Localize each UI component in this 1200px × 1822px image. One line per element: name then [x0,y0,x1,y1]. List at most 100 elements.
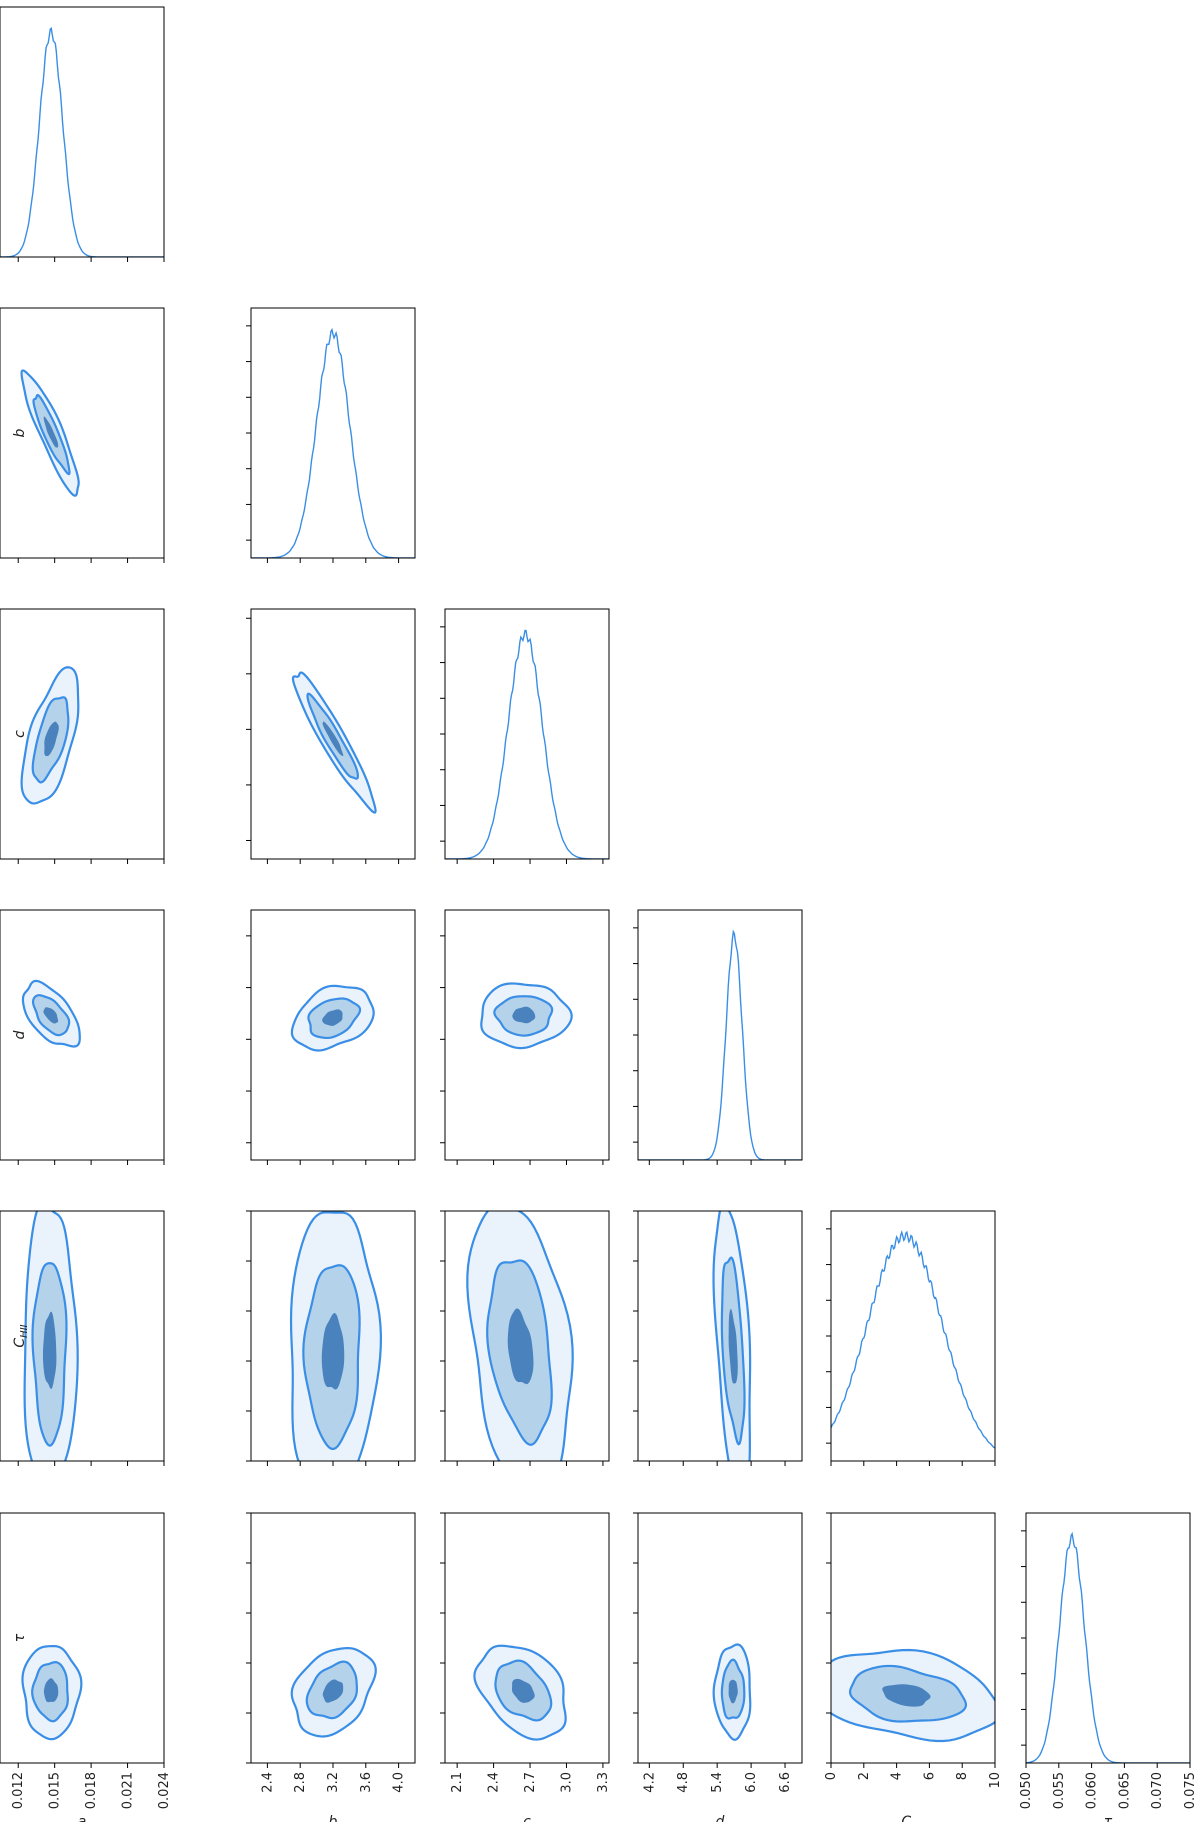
panel-content [251,327,415,558]
marginal-line-d [638,929,802,1160]
contour-core [43,1007,59,1024]
x-tick-label-c: 2.1 [450,1772,465,1793]
x-tick-label-d: 6.6 [778,1772,793,1793]
contour-panel-a-CHII [0,1210,165,1466]
x-axis-label-d: d [716,1814,725,1822]
x-tick-label-tau: 0.060 [1085,1772,1100,1809]
x-tick-label-b: 4.0 [392,1772,407,1793]
contour-core [728,1679,738,1704]
panel-content [20,369,80,497]
x-tick-label-tau: 0.065 [1117,1772,1132,1809]
contour-core [322,1009,343,1026]
contour-panel-c-CHII [440,1210,610,1466]
panel-frame [444,608,610,860]
contour-core [511,1678,535,1703]
contour-core [321,1313,345,1390]
y-axis-label-CHII: CHII [12,1324,30,1347]
x-axis-label-b: b [329,1814,338,1822]
panel-content [23,1211,79,1461]
marginal-panel-CHII [826,1210,996,1466]
x-tick-label-b: 2.8 [293,1772,308,1793]
contour-panel-b-CHII [246,1210,416,1466]
panel-content [445,629,609,859]
contour-panel-CHII-tau [826,1512,996,1768]
x-tick-label-CHII: 0 [824,1772,839,1780]
panel-content [1026,1531,1190,1763]
marginal-panel-a [0,6,165,262]
panel-frame [0,307,165,559]
x-tick-label-tau: 0.075 [1183,1772,1198,1809]
panel-frame [250,307,416,559]
x-tick-label-CHII: 4 [890,1772,905,1780]
panel-frame [0,608,165,860]
marginal-line-CHII [831,1229,995,1449]
x-tick-label-a: 0.012 [11,1772,26,1809]
contour-panel-a-d [0,909,165,1165]
panel-frame [0,6,165,258]
contour-core [322,1679,344,1703]
panel-frame [444,1210,610,1462]
contour-core [882,1684,931,1707]
panel-frame [444,1512,610,1764]
panel-content [20,666,80,805]
contour-panel-c-d [440,909,610,1165]
panel-content [480,982,573,1050]
panel-frame [637,909,803,1161]
panel-frame [830,1210,996,1462]
panel-content [473,1644,567,1741]
contour-panel-b-tau [246,1512,416,1768]
x-tick-label-CHII: 2 [857,1772,872,1780]
x-axis-label-c: c [523,1814,531,1822]
contour-core [507,1308,534,1385]
x-tick-label-c: 3.0 [559,1772,574,1793]
panel-frame [0,1512,165,1764]
x-tick-label-b: 2.4 [260,1772,275,1793]
panel-frame [830,1512,996,1764]
contour-panel-a-b [0,307,165,563]
x-tick-label-CHII: 6 [922,1772,937,1780]
contour-core [42,1311,57,1389]
contour-panel-d-tau [633,1512,803,1768]
y-axis-label-b: b [12,428,28,437]
panel-content [831,1229,995,1449]
panel-frame [0,1210,165,1462]
x-tick-label-a: 0.021 [121,1772,136,1809]
contour-panel-b-c [246,608,416,864]
panel-content [289,1211,383,1461]
panel-content [21,979,81,1048]
marginal-line-tau [1026,1531,1190,1763]
x-tick-label-a: 0.015 [48,1772,63,1809]
panel-content [831,1648,995,1743]
contour-panel-d-CHII [633,1210,803,1466]
panel-frame [637,1512,803,1764]
x-tick-label-d: 6.0 [744,1772,759,1793]
x-tick-label-CHII: 8 [955,1772,970,1780]
panel-content [712,1211,752,1461]
contour-core [322,721,344,756]
x-tick-label-tau: 0.070 [1150,1772,1165,1809]
panel-frame [1025,1512,1191,1764]
marginal-line-b [251,327,415,558]
panel-content [291,671,377,814]
contour-panel-a-tau [0,1512,165,1768]
marginal-panel-b [246,307,416,563]
x-tick-label-b: 3.6 [359,1772,374,1793]
panel-content [0,27,164,257]
x-tick-label-a: 0.018 [84,1772,99,1809]
panel-content [290,1646,377,1738]
x-tick-label-CHII: 10 [988,1772,1003,1789]
x-tick-label-c: 2.7 [523,1772,538,1793]
contour-panel-c-tau [440,1512,610,1768]
panel-content [712,1643,752,1741]
panel-content [638,929,802,1160]
y-axis-label-c: c [12,730,28,738]
x-tick-label-tau: 0.050 [1019,1772,1034,1809]
panel-frame [444,909,610,1161]
marginal-line-a [0,27,164,257]
x-tick-label-c: 3.3 [596,1772,611,1793]
contour-core [728,1309,738,1384]
x-axis-label-CHII: CHII [901,1814,924,1822]
panel-frame [0,909,165,1161]
x-tick-label-b: 3.2 [326,1772,341,1793]
